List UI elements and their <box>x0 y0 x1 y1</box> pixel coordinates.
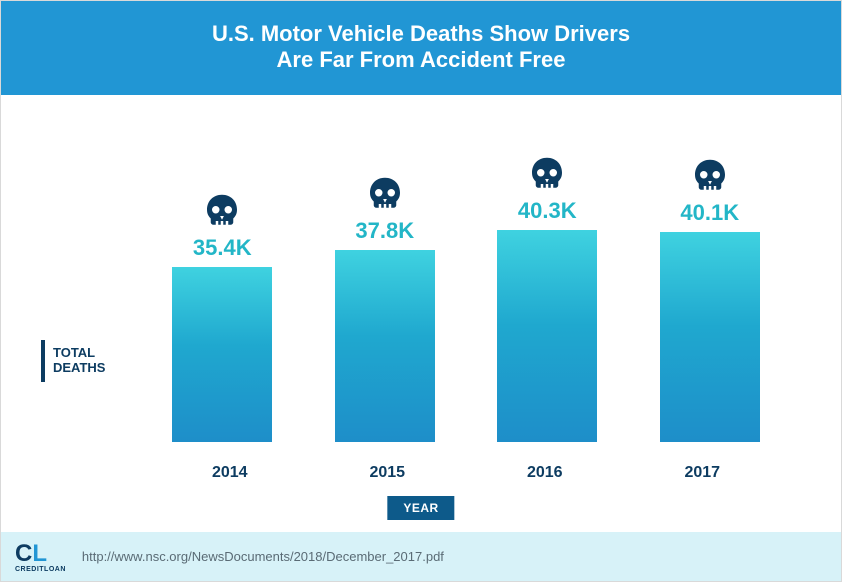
infographic-frame: U.S. Motor Vehicle Deaths Show Drivers A… <box>0 0 842 582</box>
bar-col-2016: 40.3K <box>487 154 607 442</box>
bar-col-2017: 40.1K <box>650 156 770 442</box>
footer: CL CREDITLOAN http://www.nsc.org/NewsDoc… <box>1 532 841 581</box>
y-axis-label-line2: DEATHS <box>53 361 105 376</box>
bar-value-label: 40.1K <box>680 200 739 226</box>
chart-area: TOTAL DEATHS 35.4K 37.8K 40.3K 40.1K 201… <box>1 95 841 532</box>
brand-logo-main: CL <box>15 540 47 568</box>
bar-2015 <box>335 250 435 442</box>
bar-col-2015: 37.8K <box>325 174 445 442</box>
bar-value-label: 35.4K <box>193 235 252 261</box>
brand-logo-sub: CREDITLOAN <box>15 566 66 573</box>
bars-container: 35.4K 37.8K 40.3K 40.1K <box>151 125 781 442</box>
x-category-label: 2016 <box>485 464 605 482</box>
brand-logo-c: C <box>15 540 32 567</box>
skull-icon <box>365 174 405 214</box>
source-link: http://www.nsc.org/NewsDocuments/2018/De… <box>82 549 444 564</box>
x-category-label: 2015 <box>327 464 447 482</box>
x-axis-title: YEAR <box>387 496 454 520</box>
bar-value-label: 37.8K <box>355 218 414 244</box>
y-axis-label: TOTAL DEATHS <box>41 340 115 382</box>
header-banner: U.S. Motor Vehicle Deaths Show Drivers A… <box>1 1 841 95</box>
skull-icon <box>527 154 567 194</box>
bar-2014 <box>172 267 272 442</box>
x-category-label: 2017 <box>642 464 762 482</box>
bar-col-2014: 35.4K <box>162 191 282 442</box>
x-labels-row: 2014 2015 2016 2017 <box>151 464 781 482</box>
bar-2016 <box>497 230 597 442</box>
title-line-1: U.S. Motor Vehicle Deaths Show Drivers <box>41 21 801 47</box>
skull-icon <box>690 156 730 196</box>
brand-logo-l: L <box>32 540 47 567</box>
skull-icon <box>202 191 242 231</box>
x-category-label: 2014 <box>170 464 290 482</box>
bar-value-label: 40.3K <box>518 198 577 224</box>
title-line-2: Are Far From Accident Free <box>41 47 801 73</box>
brand-logo: CL CREDITLOAN <box>15 540 66 573</box>
y-axis-label-line1: TOTAL <box>53 346 105 361</box>
bar-2017 <box>660 232 760 442</box>
